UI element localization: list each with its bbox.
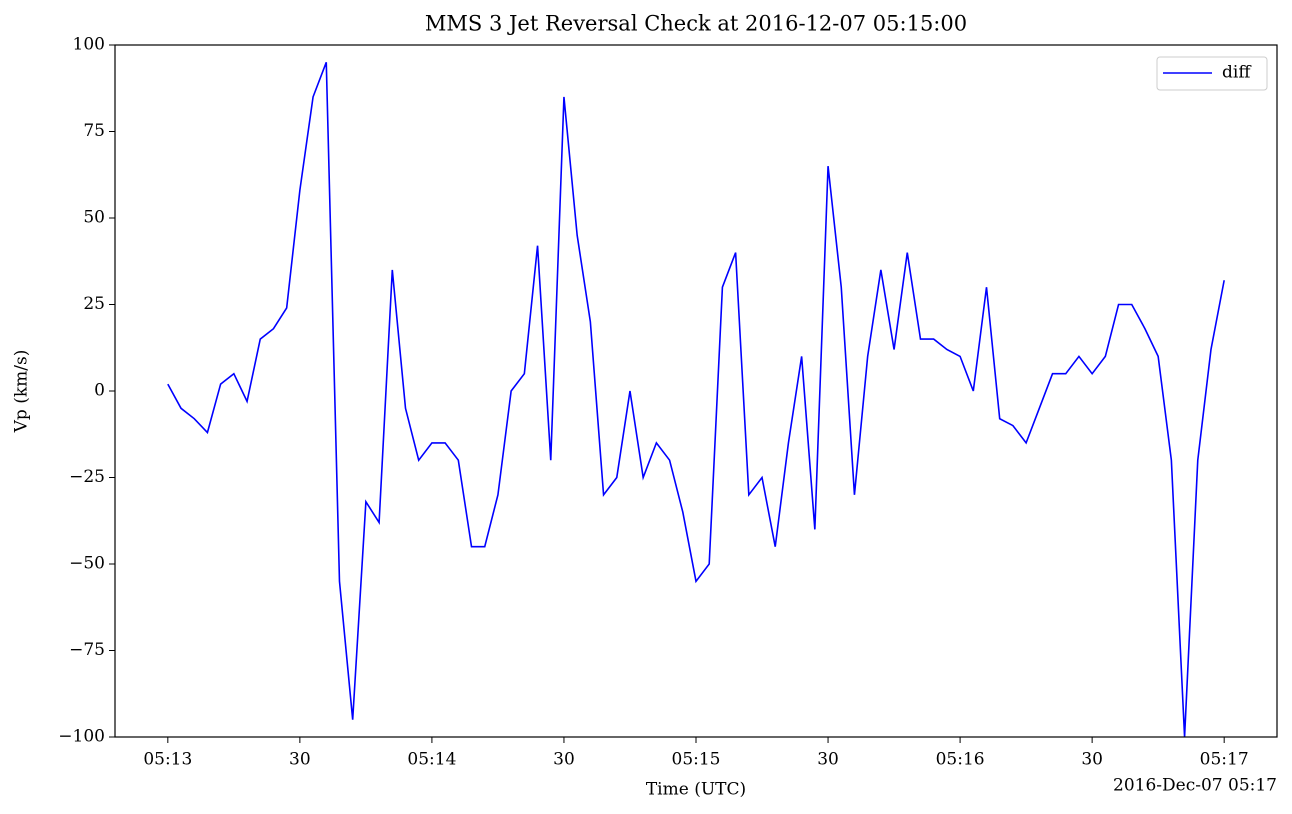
- x-tick-label: 05:15: [672, 750, 721, 770]
- y-tick-label: 25: [83, 294, 105, 314]
- x-offset-label: 2016-Dec-07 05:17: [1113, 776, 1277, 796]
- y-tick-label: −100: [58, 727, 105, 747]
- data-line: [167, 62, 1225, 737]
- legend-label: diff: [1222, 63, 1252, 83]
- chart-title: MMS 3 Jet Reversal Check at 2016-12-07 0…: [425, 12, 967, 36]
- y-tick-label: −25: [69, 467, 105, 487]
- y-tick-label: −75: [69, 640, 105, 660]
- y-tick-label: 0: [94, 381, 105, 401]
- x-tick-label: 30: [553, 750, 575, 770]
- y-tick-label: −50: [69, 554, 105, 574]
- x-tick-label: 30: [817, 750, 839, 770]
- x-tick-label: 05:17: [1200, 750, 1249, 770]
- y-tick-label: 75: [83, 121, 105, 141]
- y-axis-label: Vp (km/s): [12, 350, 32, 434]
- x-axis-label: Time (UTC): [646, 780, 746, 800]
- x-tick-label: 30: [289, 750, 311, 770]
- x-tick-label: 05:14: [407, 750, 456, 770]
- y-tick-label: 50: [83, 208, 105, 228]
- x-tick-label: 05:16: [936, 750, 985, 770]
- x-tick-label: 30: [1081, 750, 1103, 770]
- plot-frame: [114, 44, 1278, 738]
- x-tick-label: 05:13: [143, 750, 192, 770]
- y-tick-label: 100: [73, 35, 105, 55]
